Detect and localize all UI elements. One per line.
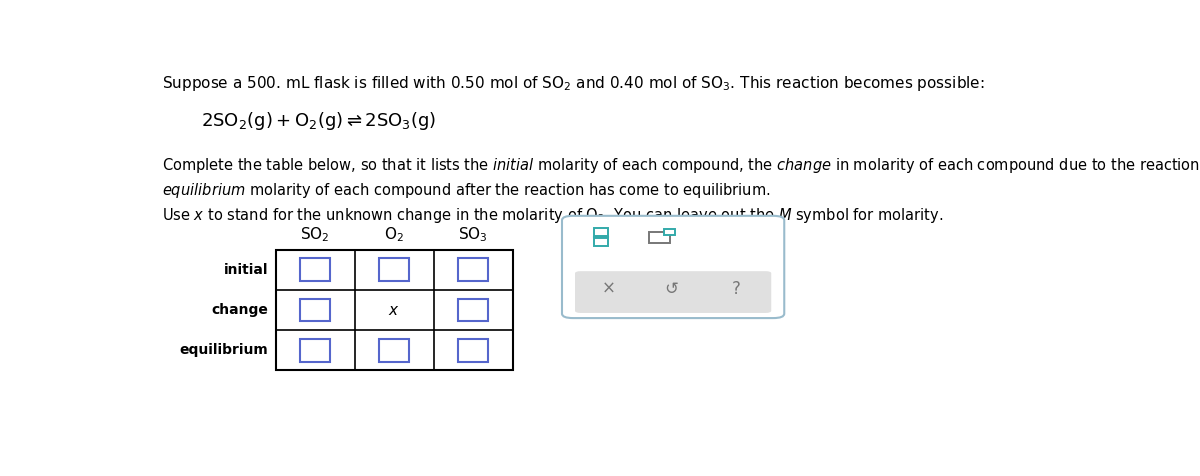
Bar [300,258,330,281]
Bar [665,229,674,235]
Text: Suppose a 500. mL flask is filled with 0.50 mol of $\mathrm{SO_2}$ and 0.40 mol : Suppose a 500. mL flask is filled with 0… [162,74,985,93]
Text: $x$: $x$ [389,303,400,317]
Text: change: change [211,303,268,317]
Text: $\mathit{equilibrium}$ molarity of each compound after the reaction has come to : $\mathit{equilibrium}$ molarity of each … [162,181,770,200]
Text: equilibrium: equilibrium [179,343,268,357]
Text: initial: initial [223,263,268,277]
Bar [594,238,608,246]
Bar [276,249,512,370]
Text: $2\mathrm{SO_2}(\mathrm{g})+\mathrm{O_2}(\mathrm{g})\rightleftharpoons 2\mathrm{: $2\mathrm{SO_2}(\mathrm{g})+\mathrm{O_2}… [202,110,437,132]
Bar [458,339,488,362]
Bar [300,339,330,362]
Text: ×: × [601,280,616,298]
Text: ↺: ↺ [664,280,678,298]
FancyBboxPatch shape [575,271,772,313]
Bar [649,232,670,243]
Text: Complete the table below, so that it lists the $\mathit{initial}$ molarity of ea: Complete the table below, so that it lis… [162,156,1200,175]
Bar [594,228,608,236]
Text: $\mathrm{SO_3}$: $\mathrm{SO_3}$ [458,226,488,244]
Bar [379,258,409,281]
Text: Use $x$ to stand for the unknown change in the molarity of $\mathrm{O_2}$. You c: Use $x$ to stand for the unknown change … [162,206,943,225]
Text: $\mathrm{SO_2}$: $\mathrm{SO_2}$ [300,226,330,244]
Bar [458,258,488,281]
Bar [379,339,409,362]
FancyBboxPatch shape [562,216,785,318]
Text: $\mathrm{O_2}$: $\mathrm{O_2}$ [384,226,404,244]
Text: ?: ? [732,280,740,298]
Bar [458,298,488,321]
Bar [300,298,330,321]
